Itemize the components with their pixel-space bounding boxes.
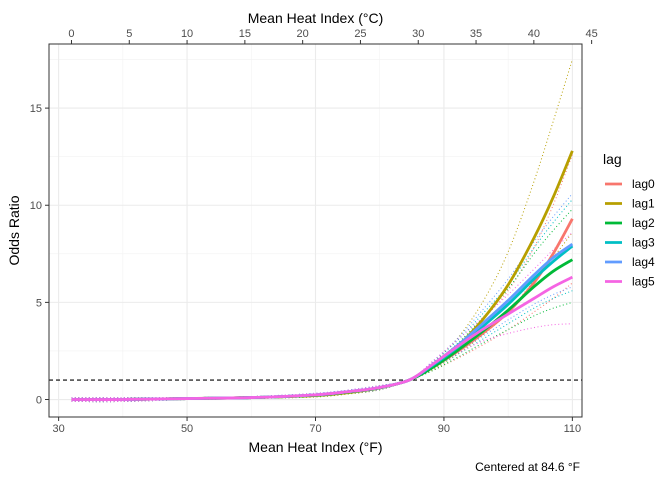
legend-label-lag0: lag0 xyxy=(632,177,655,191)
x-tick-label: 110 xyxy=(564,423,582,435)
legend-label-lag4: lag4 xyxy=(632,255,655,269)
legend-label-lag2: lag2 xyxy=(632,216,655,230)
x2-tick-label: 25 xyxy=(354,28,366,40)
caption: Centered at 84.6 °F xyxy=(475,460,580,474)
legend-label-lag5: lag5 xyxy=(632,275,655,289)
y-tick-label: 5 xyxy=(36,297,42,309)
ci-upper-lag1 xyxy=(71,59,573,399)
y-tick-label: 0 xyxy=(36,395,42,407)
x2-tick-label: 15 xyxy=(239,28,251,40)
axes: 30 50 70 90 110 0 5 10 15 0 5 10 15 20 25 30 35 40 45 xyxy=(30,28,598,435)
x2-tick-label: 40 xyxy=(528,28,540,40)
legend-title: lag xyxy=(603,151,622,167)
y-tick-label: 15 xyxy=(30,103,42,115)
ci-upper-lag0 xyxy=(71,154,573,399)
y-axis-title: Odds Ratio xyxy=(6,195,22,265)
x-tick-label: 90 xyxy=(438,423,450,435)
x2-tick-label: 10 xyxy=(181,28,193,40)
series-line-lag5 xyxy=(71,275,573,401)
y-tick-label: 10 xyxy=(30,200,42,212)
x-tick-label: 30 xyxy=(53,423,65,435)
legend: lag lag0 lag1 lag2 lag3 lag4 lag5 xyxy=(603,151,655,289)
x2-tick-label: 20 xyxy=(297,28,309,40)
ci-lower-lag3 xyxy=(71,290,573,403)
x2-tick-label: 35 xyxy=(470,28,482,40)
x-tick-label: 50 xyxy=(181,423,193,435)
x2-tick-label: 0 xyxy=(68,28,74,40)
x2-axis-title: Mean Heat Index (°C) xyxy=(248,10,384,26)
x-axis-title: Mean Heat Index (°F) xyxy=(249,439,383,455)
series-lines xyxy=(71,150,574,401)
grid xyxy=(49,44,582,417)
legend-label-lag3: lag3 xyxy=(632,236,655,250)
x2-tick-label: 30 xyxy=(412,28,424,40)
x2-tick-label: 45 xyxy=(586,28,598,40)
legend-label-lag1: lag1 xyxy=(632,197,655,211)
x2-tick-label: 5 xyxy=(126,28,132,40)
x-tick-label: 70 xyxy=(309,423,321,435)
